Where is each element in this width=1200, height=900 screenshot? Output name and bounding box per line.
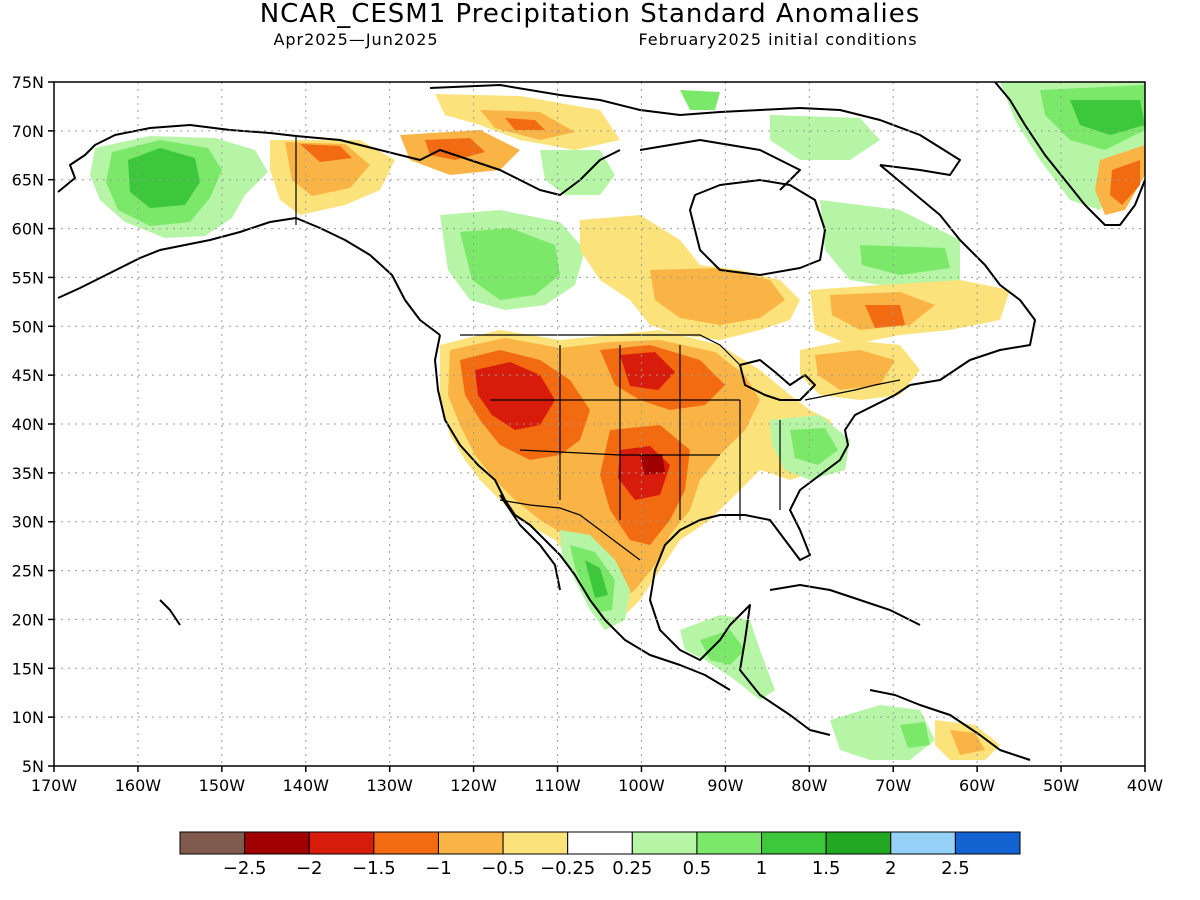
colorbar-swatch [761,831,827,855]
lon-label: 120W [450,776,497,795]
colorbar-label: −1.5 [352,858,396,879]
lat-lon-grid [54,82,1145,766]
lon-label: 130W [367,776,414,795]
lon-label: 150W [199,776,246,795]
colorbar-swatch [825,831,892,855]
colorbar-swatch [954,831,1021,855]
anomaly-shading [90,82,1145,760]
political-borders [295,136,901,561]
colorbar-swatch [631,831,698,855]
colorbar-label: 2 [885,858,896,879]
lat-label: 65N [12,171,44,190]
colorbar-label: −0.25 [540,858,595,879]
colorbar-label: −0.5 [481,858,525,879]
colorbar: −2.5 −2 −1.5 −1 −0.5 −0.25 0.25 0.5 1 1.5 2 2.5 [179,831,1021,879]
lon-label: 160W [115,776,162,795]
lat-label: 20N [12,610,44,629]
lat-label: 25N [12,562,44,581]
lon-label: 100W [618,776,665,795]
lat-label: 35N [12,464,44,483]
colorbar-swatch [179,831,246,855]
lon-label: 170W [31,776,78,795]
colorbar-swatch [308,831,375,855]
lon-label: 70W [875,776,911,795]
colorbar-label: 2.5 [941,858,970,879]
lon-label: 110W [534,776,581,795]
forecast-period: Apr2025—Jun2025 [273,30,438,49]
map-title: NCAR_CESM1 Precipitation Standard Anomal… [260,0,921,29]
colorbar-label: 0.25 [612,858,652,879]
lon-label: 80W [791,776,827,795]
lat-label: 50N [12,317,44,336]
lat-label: 60N [12,220,44,239]
lat-label: 40N [12,415,44,434]
lon-label: 50W [1043,776,1079,795]
colorbar-swatch [890,831,956,855]
colorbar-swatch [567,831,633,855]
lon-label: 60W [959,776,995,795]
colorbar-swatch [244,831,310,855]
lon-label: 40W [1127,776,1163,795]
lat-label: 10N [12,708,44,727]
lon-label: 140W [283,776,330,795]
colorbar-swatch [373,831,439,855]
colorbar-label: −1 [425,858,452,879]
initial-conditions: February2025 initial conditions [638,30,917,49]
lat-label: 15N [12,659,44,678]
lat-label: 45N [12,366,44,385]
lat-label: 55N [12,268,44,287]
lat-label: 5N [22,757,44,776]
colorbar-label: 1.5 [812,858,841,879]
latitude-axis: 75N 70N 65N 60N 55N 50N 45N 40N 35N 30N 25N 20N 15N 1… [12,73,54,776]
colorbar-swatch [502,831,569,855]
colorbar-swatch [696,831,763,855]
colorbar-swatch [437,831,504,855]
lon-label: 90W [707,776,743,795]
colorbar-label: −2.5 [223,858,267,879]
lat-label: 75N [12,73,44,92]
colorbar-label: 0.5 [683,858,712,879]
colorbar-label: 1 [756,858,767,879]
map-plot-area [54,82,1145,766]
colorbar-label: −2 [296,858,323,879]
longitude-axis: 170W 160W 150W 140W 130W 120W 110W 100W 90W 80W 70… [31,766,1163,795]
lat-label: 70N [12,122,44,141]
lat-label: 30N [12,513,44,532]
